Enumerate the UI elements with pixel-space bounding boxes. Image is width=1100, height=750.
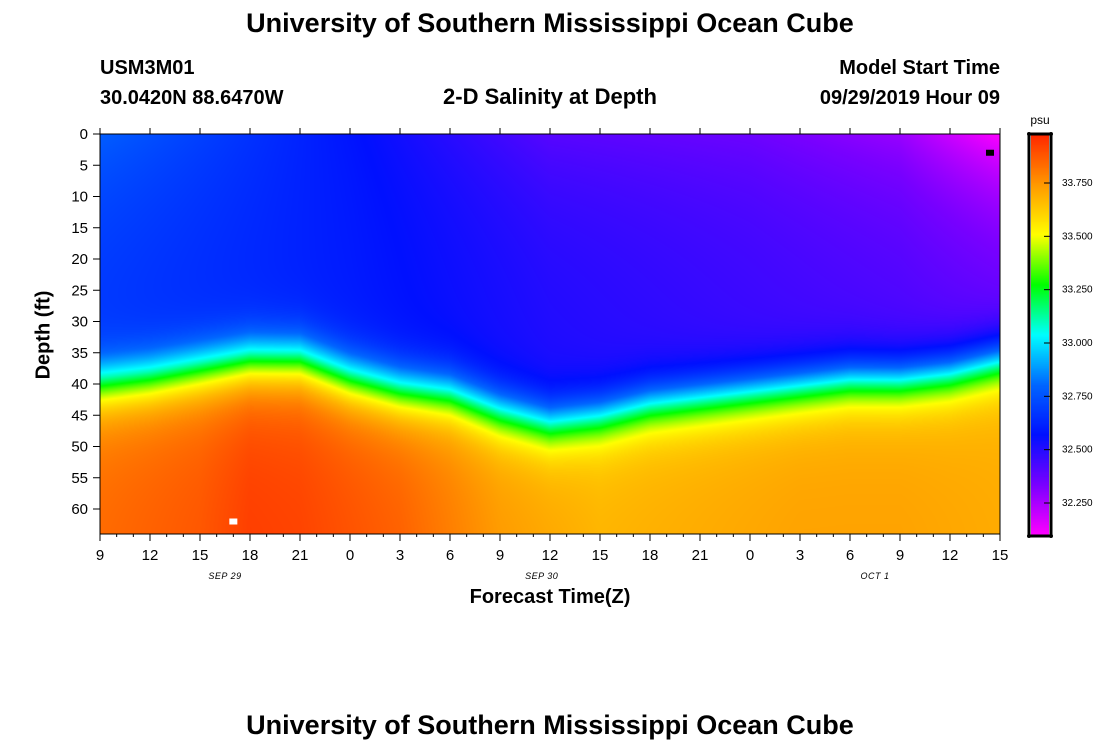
x-tick-label: 6 — [846, 547, 854, 564]
colorbar-tick-label: 33.000 — [1062, 338, 1093, 349]
model-start-value: 09/29/2019 Hour 09 — [819, 87, 1000, 109]
x-tick-label: 21 — [692, 547, 709, 564]
x-tick-label: 18 — [242, 547, 259, 564]
x-tick-label: 9 — [896, 547, 904, 564]
x-tick-label: 12 — [142, 547, 159, 564]
x-tick-label: 9 — [496, 547, 504, 564]
colorbar-corner — [1027, 132, 1031, 136]
y-tick-label: 55 — [71, 470, 88, 487]
data-marker — [986, 149, 994, 156]
page-title: University of Southern Mississippi Ocean… — [246, 8, 854, 38]
plot-title: 2-D Salinity at Depth — [443, 84, 657, 109]
colorbar-unit: psu — [1030, 113, 1050, 127]
y-tick-label: 5 — [80, 157, 88, 174]
x-tick-label: 3 — [796, 547, 804, 564]
x-tick-label: 0 — [346, 547, 354, 564]
colorbar-corner — [1049, 132, 1053, 136]
colorbar-corner — [1027, 534, 1031, 538]
y-tick-label: 45 — [71, 407, 88, 424]
x-date-label: SEP 29 — [208, 571, 241, 581]
station-coordinates: 30.0420N 88.6470W — [100, 87, 284, 109]
x-tick-label: 6 — [446, 547, 454, 564]
y-tick-label: 40 — [71, 376, 88, 393]
colorbar-tick-label: 32.500 — [1062, 445, 1093, 456]
y-tick-label: 50 — [71, 439, 88, 456]
x-tick-label: 0 — [746, 547, 754, 564]
y-axis-title: Depth (ft) — [32, 290, 55, 380]
y-tick-label: 25 — [71, 282, 88, 299]
y-tick-label: 20 — [71, 251, 88, 268]
colorbar-tick-label: 32.750 — [1062, 391, 1093, 402]
y-tick-label: 30 — [71, 314, 88, 331]
y-tick-label: 0 — [80, 126, 88, 143]
x-tick-label: 15 — [592, 547, 609, 564]
station-id: USM3M01 — [100, 57, 195, 79]
x-tick-label: 15 — [992, 547, 1009, 564]
x-tick-label: 12 — [542, 547, 559, 564]
x-tick-label: 21 — [292, 547, 309, 564]
y-tick-label: 10 — [71, 189, 88, 206]
x-axis-title: Forecast Time(Z) — [469, 586, 631, 608]
data-marker — [229, 518, 238, 525]
x-tick-label: 15 — [192, 547, 209, 564]
y-tick-label: 35 — [71, 345, 88, 362]
colorbar-tick-label: 32.250 — [1062, 498, 1093, 509]
x-tick-label: 3 — [396, 547, 404, 564]
colorbar-tick-label: 33.750 — [1062, 178, 1093, 189]
colorbar-gradient — [1031, 135, 1049, 535]
x-date-label: SEP 30 — [525, 571, 558, 581]
colorbar-tick-label: 33.500 — [1062, 231, 1093, 242]
x-tick-label: 18 — [642, 547, 659, 564]
x-date-label: OCT 1 — [860, 571, 889, 581]
footer-title: University of Southern Mississippi Ocean… — [246, 710, 854, 740]
plot-frame — [99, 133, 1001, 535]
colorbar-frame — [1027, 132, 1053, 538]
model-start-label: Model Start Time — [839, 57, 1000, 79]
y-tick-label: 15 — [71, 220, 88, 237]
y-tick-label: 60 — [71, 501, 88, 518]
x-tick-label: 12 — [942, 547, 959, 564]
colorbar-corner — [1049, 534, 1053, 538]
x-tick-label: 9 — [96, 547, 104, 564]
colorbar-tick-label: 33.250 — [1062, 285, 1093, 296]
salinity-heatmap — [100, 134, 1000, 534]
